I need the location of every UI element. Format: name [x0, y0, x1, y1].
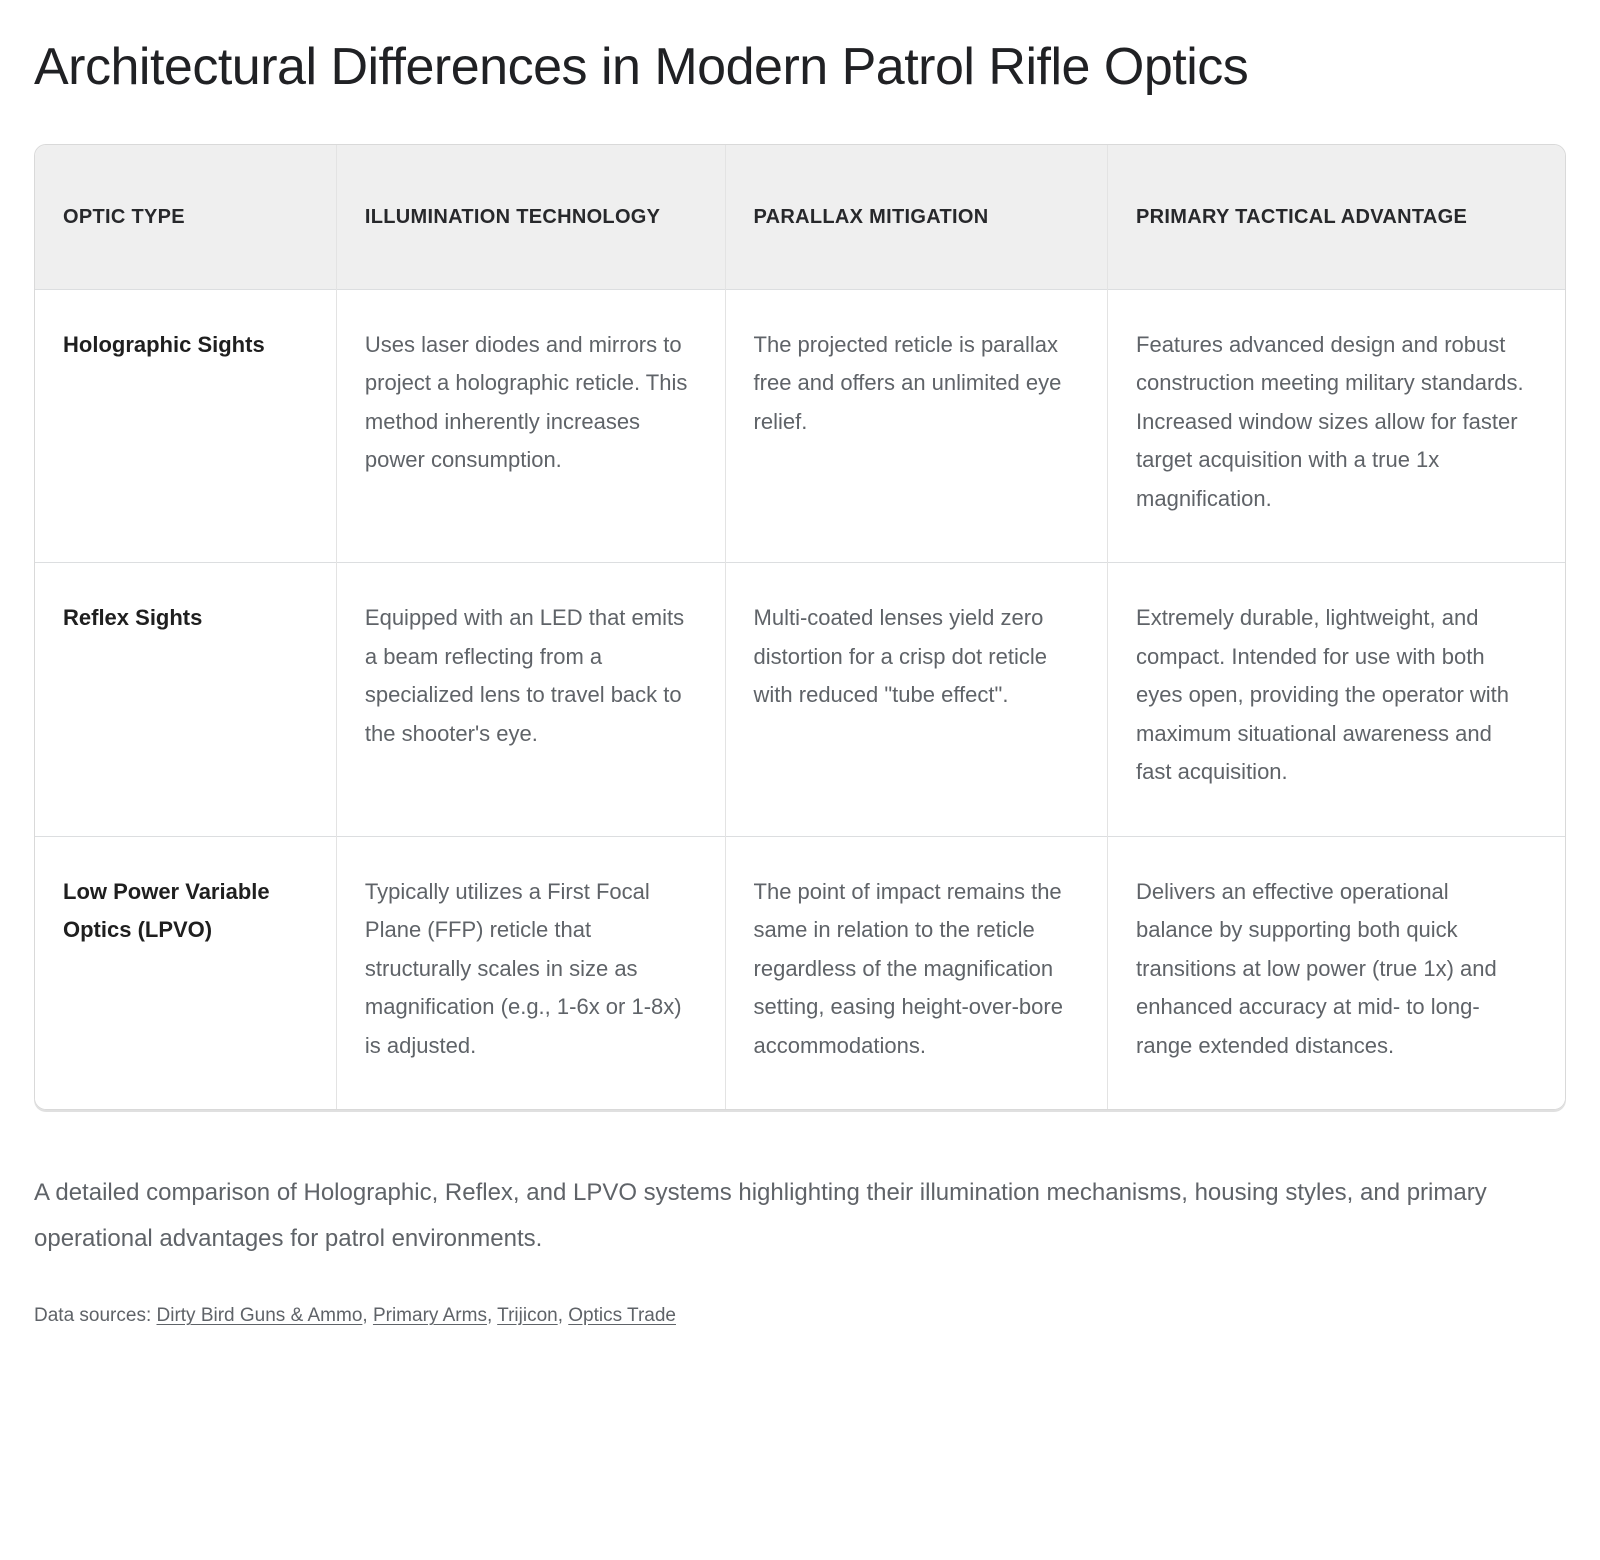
table-body: Holographic Sights Uses laser diodes and…	[35, 289, 1565, 1110]
data-sources-line: Data sources: Dirty Bird Guns & Ammo, Pr…	[34, 1302, 1566, 1330]
cell-parallax: The projected reticle is parallax free a…	[724, 289, 1108, 563]
column-header-parallax-mitigation: Parallax Mitigation	[724, 145, 1108, 290]
source-link-dirty-bird-guns-ammo[interactable]: Dirty Bird Guns & Ammo	[156, 1305, 363, 1327]
source-link-primary-arms[interactable]: Primary Arms	[372, 1305, 487, 1327]
column-header-primary-tactical-advantage: Primary Tactical Advantage	[1107, 145, 1565, 290]
cell-advantage: Features advanced design and robust cons…	[1107, 289, 1565, 563]
page-title: Architectural Differences in Modern Patr…	[34, 38, 1249, 96]
table-row: Holographic Sights Uses laser diodes and…	[35, 289, 1565, 563]
cell-parallax: The point of impact remains the same in …	[724, 836, 1108, 1110]
cell-advantage: Extremely durable, lightweight, and comp…	[1107, 562, 1565, 837]
source-link-optics-trade[interactable]: Optics Trade	[568, 1305, 676, 1327]
table-caption: A detailed comparison of Holographic, Re…	[34, 1179, 1487, 1253]
data-sources-label: Data sources:	[34, 1305, 157, 1327]
column-header-illumination-technology: Illumination Technology	[335, 145, 726, 290]
cell-optic-type: Holographic Sights	[35, 289, 337, 563]
cell-parallax: Multi-coated lenses yield zero distortio…	[724, 562, 1108, 837]
source-link-trijicon[interactable]: Trijicon	[497, 1305, 558, 1327]
source-separator: ,	[362, 1305, 373, 1327]
table-row: Low Power Variable Optics (LPVO) Typical…	[35, 836, 1565, 1110]
cell-optic-type: Low Power Variable Optics (LPVO)	[35, 836, 337, 1110]
source-separator: ,	[557, 1305, 569, 1327]
cell-optic-type: Reflex Sights	[35, 562, 337, 837]
cell-illumination: Equipped with an LED that emits a beam r…	[335, 562, 726, 837]
comparison-table: Optic Type Illumination Technology Paral…	[35, 145, 1565, 1110]
table-header: Optic Type Illumination Technology Paral…	[35, 145, 1565, 290]
cell-advantage: Delivers an effective operational balanc…	[1107, 836, 1565, 1110]
cell-illumination: Uses laser diodes and mirrors to project…	[335, 289, 726, 563]
comparison-table-container: Optic Type Illumination Technology Paral…	[34, 144, 1566, 1111]
table-header-row: Optic Type Illumination Technology Paral…	[35, 145, 1565, 290]
column-header-optic-type: Optic Type	[35, 145, 337, 290]
cell-illumination: Typically utilizes a First Focal Plane (…	[335, 836, 726, 1110]
table-row: Reflex Sights Equipped with an LED that …	[35, 562, 1565, 837]
source-separator: ,	[486, 1305, 498, 1327]
